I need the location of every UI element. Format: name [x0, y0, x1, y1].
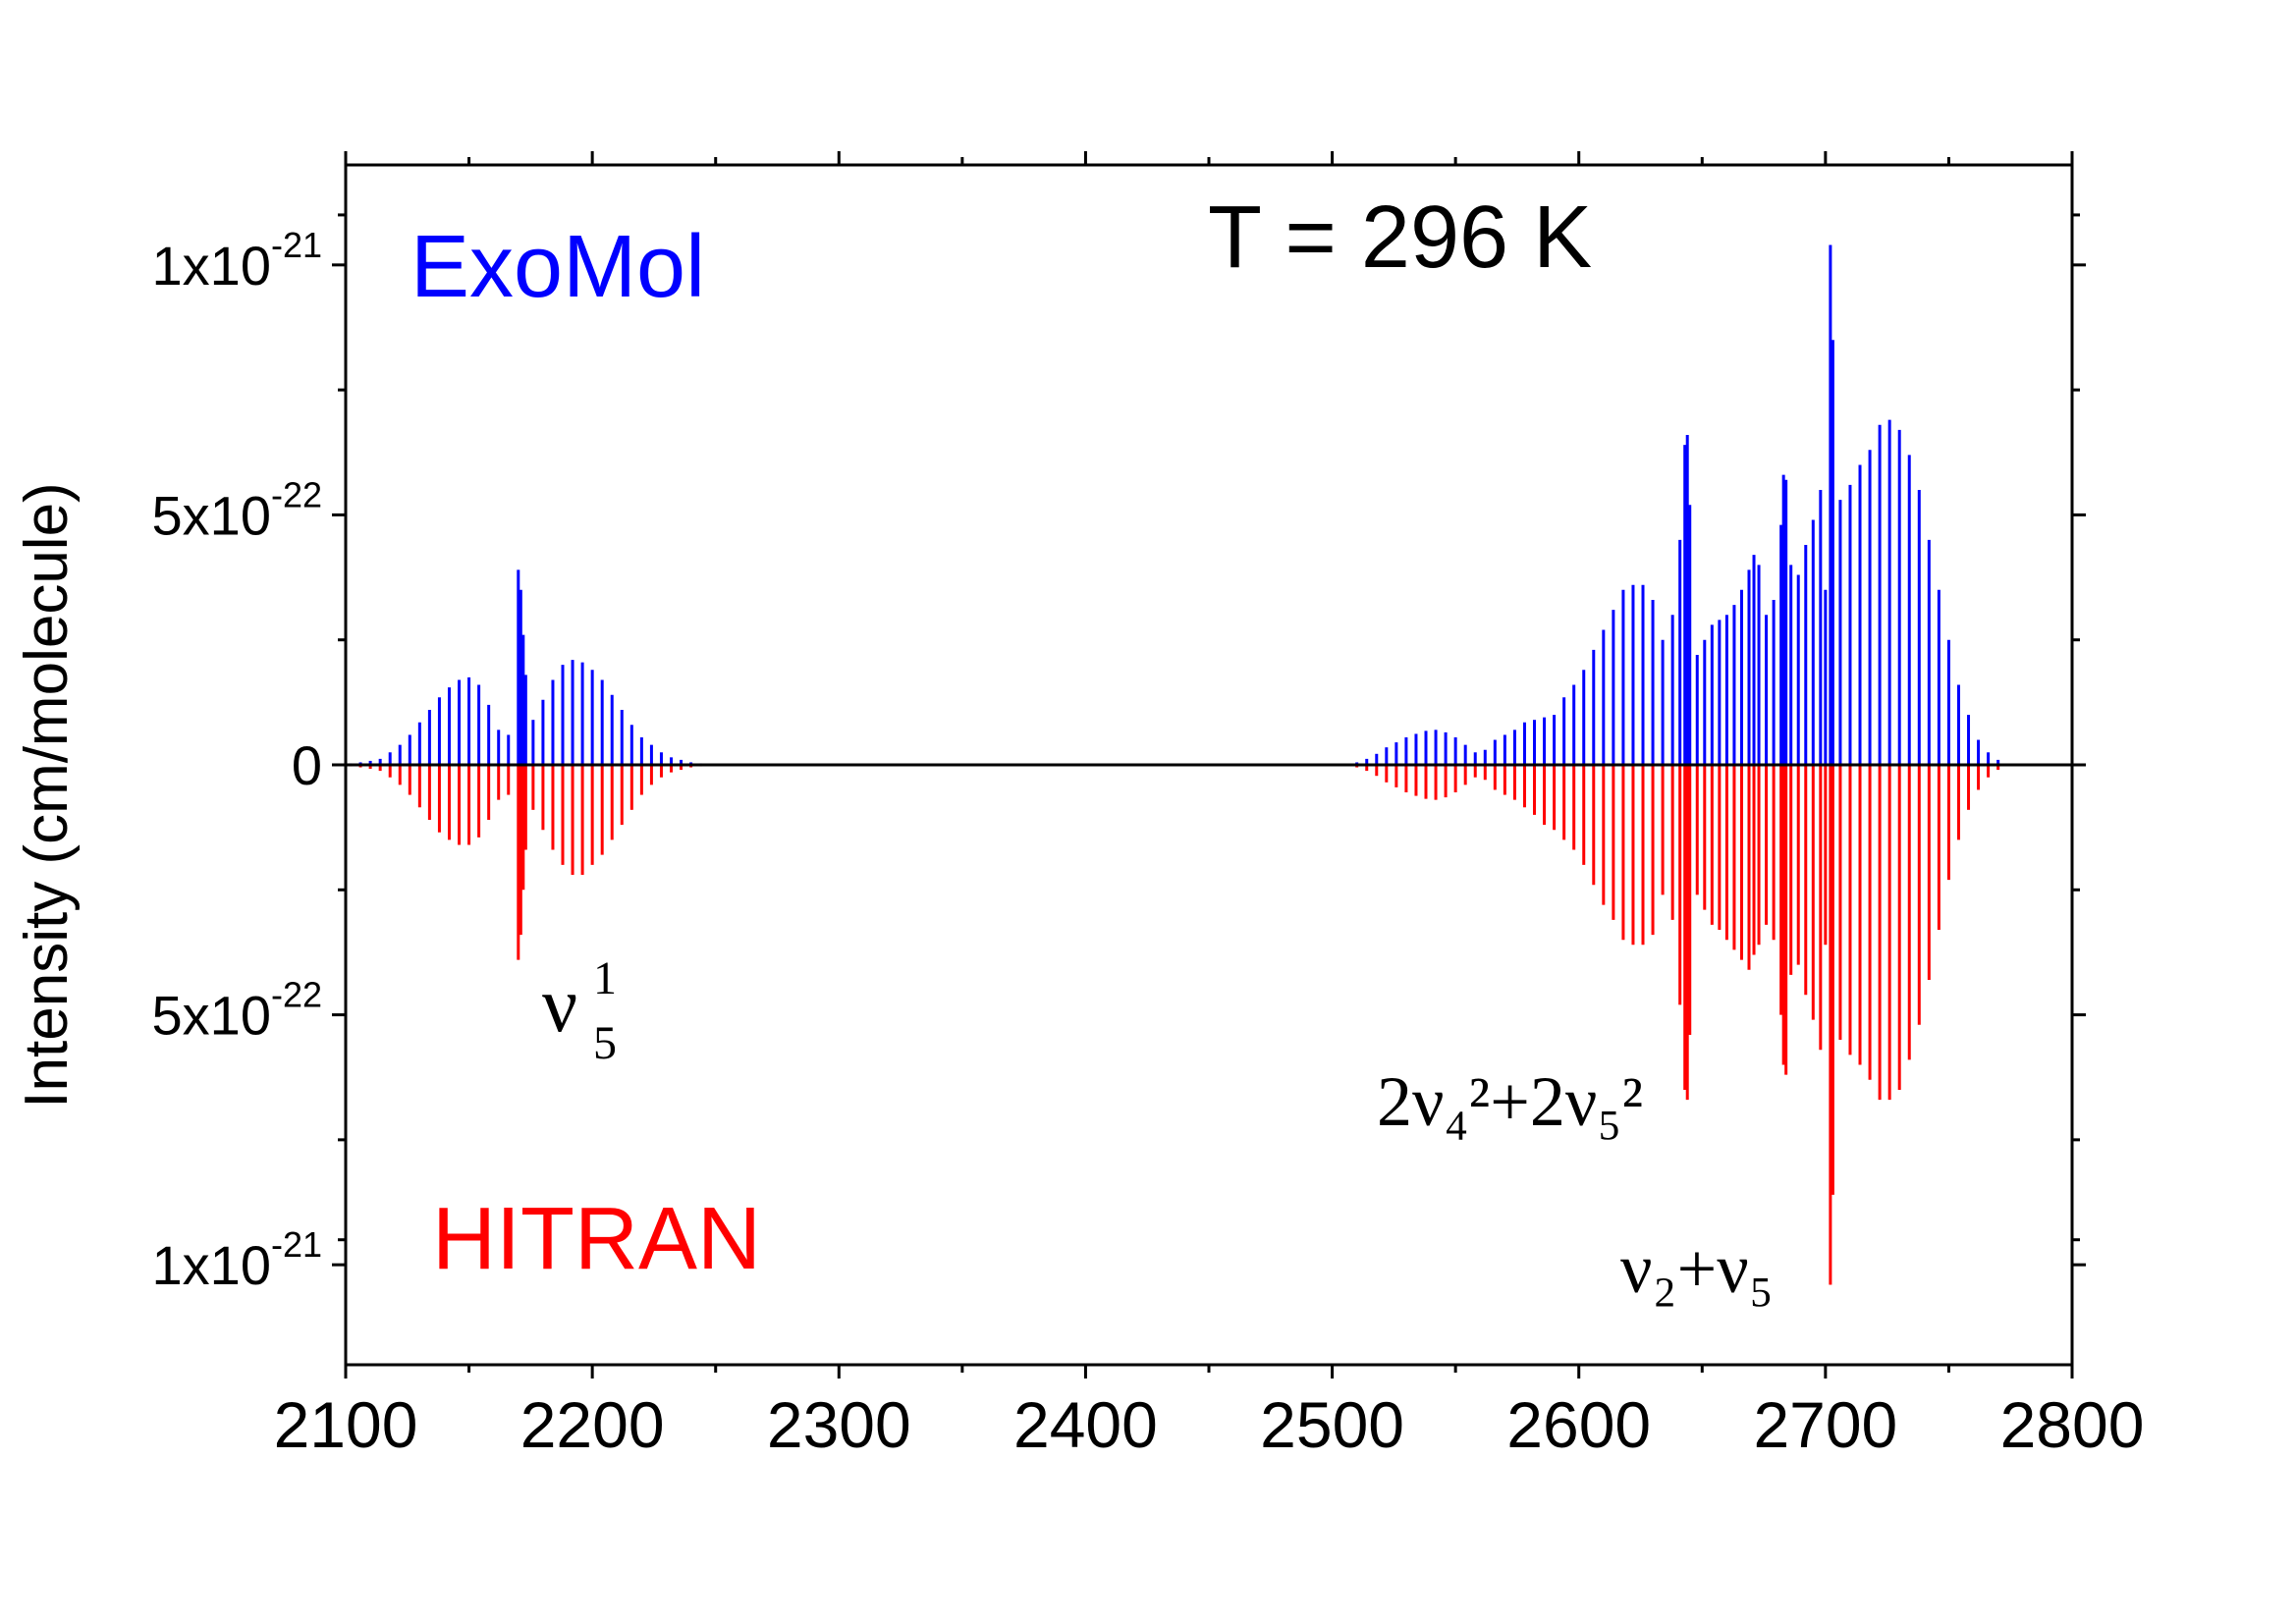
axis-layer: 2100 2200 2300 2400 2500 2600 2700 2800 1x10-21 5… [152, 151, 2145, 1461]
annotation-nu5-base: ν [542, 962, 577, 1049]
series-layer [349, 244, 2000, 1285]
series-hitran [349, 765, 2000, 1285]
x-tick-label: 2200 [520, 1388, 665, 1461]
series-exomol [349, 244, 2000, 765]
annotation-nu5-sup: 1 [593, 952, 617, 1004]
annotation-combination-band: 2ν₄²+2ν₅² [1377, 1062, 1643, 1141]
annotation-nu5: ν 1 5 [542, 952, 617, 1069]
y-axis-label: Intensity (cm/molecule) [13, 482, 81, 1108]
y-tick-label: 0 [292, 734, 322, 796]
x-tick-label: 2400 [1013, 1388, 1158, 1461]
x-tick-label: 2800 [2000, 1388, 2145, 1461]
x-tick-label: 2700 [1753, 1388, 1897, 1461]
y-tick-label: 1x10-21 [152, 225, 322, 297]
y-tick-label: 1x10-21 [152, 1224, 322, 1296]
y-tick-label: 5x10-22 [152, 474, 322, 546]
temperature-label: T = 296 K [1208, 189, 1592, 287]
x-tick-label: 2100 [274, 1388, 418, 1461]
annotation-nu2-nu5: ν₂+ν₅ [1620, 1229, 1774, 1308]
x-tick-label: 2300 [767, 1388, 911, 1461]
legend-exomol: ExoMol [410, 218, 705, 316]
x-tick-label: 2600 [1506, 1388, 1651, 1461]
x-tick-label: 2500 [1260, 1388, 1404, 1461]
y-tick-label: 5x10-22 [152, 975, 322, 1047]
annotation-nu5-sub: 5 [593, 1017, 617, 1069]
legend-hitran: HITRAN [432, 1190, 761, 1288]
